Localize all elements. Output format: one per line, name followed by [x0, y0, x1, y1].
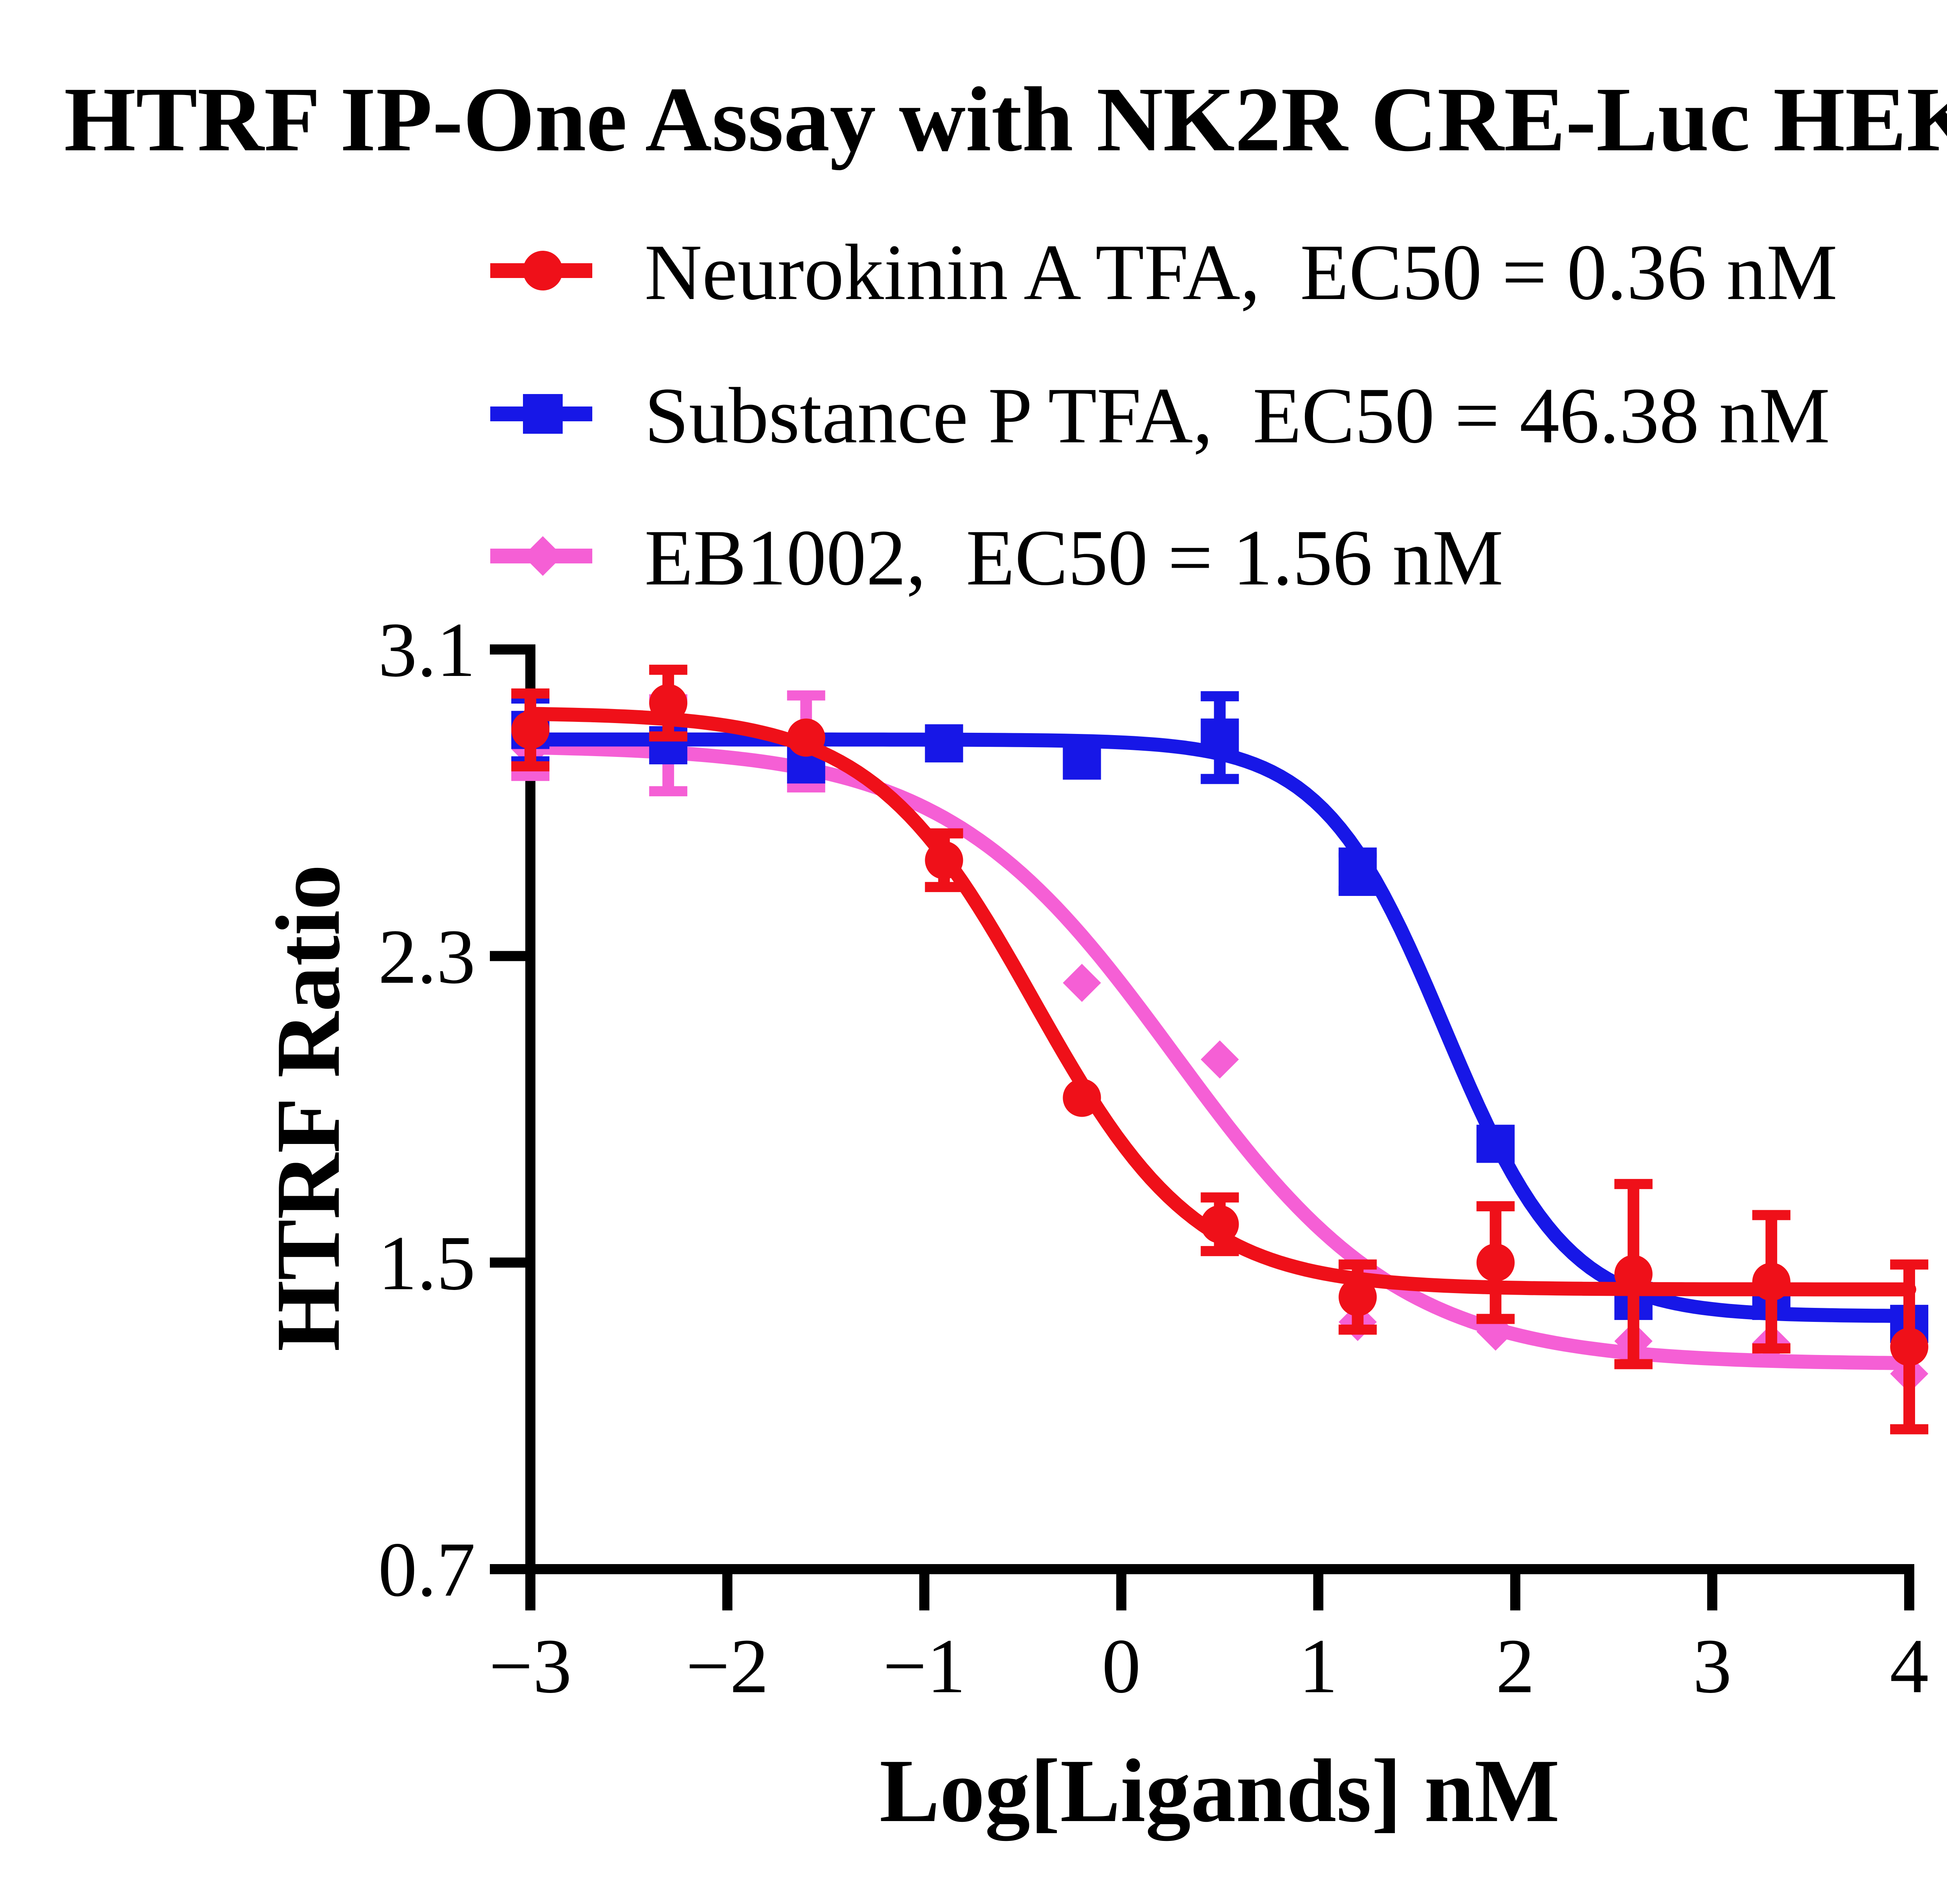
data-point-neurokinin-a-tfa — [1890, 1328, 1928, 1366]
data-point-substance-p-tfa — [1201, 718, 1239, 757]
legend-label-eb1002: EB1002, EC50 = 1.56 nM — [644, 514, 1503, 602]
data-point-eb1002 — [1063, 964, 1101, 1002]
data-point-neurokinin-a-tfa — [1614, 1255, 1653, 1293]
chart-title: HTRF IP-One Assay with NK2R CRE-Luc HEK2… — [64, 69, 1947, 171]
x-tick-label: −3 — [489, 1623, 572, 1710]
data-point-neurokinin-a-tfa — [649, 684, 688, 722]
x-tick-label: 2 — [1496, 1623, 1535, 1710]
data-point-neurokinin-a-tfa — [1201, 1205, 1239, 1244]
y-tick-label: 1.5 — [378, 1220, 475, 1307]
x-tick-label: −1 — [883, 1623, 966, 1710]
data-point-neurokinin-a-tfa — [1338, 1278, 1377, 1316]
legend-label-neurokinin-a-tfa: Neurokinin A TFA, EC50 = 0.36 nM — [644, 228, 1838, 317]
data-point-neurokinin-a-tfa — [1752, 1262, 1790, 1301]
fit-curve-eb1002 — [523, 740, 1916, 1370]
legend-marker-circle — [523, 251, 563, 290]
data-point-substance-p-tfa — [925, 724, 963, 763]
x-tick-label: −2 — [686, 1623, 769, 1710]
x-tick-label: 1 — [1299, 1623, 1338, 1710]
x-tick-label: 0 — [1102, 1623, 1141, 1710]
y-tick-label: 0.7 — [378, 1527, 475, 1613]
data-point-neurokinin-a-tfa — [511, 711, 549, 749]
x-tick-label: 4 — [1890, 1623, 1929, 1710]
legend-marker-diamond — [523, 536, 563, 576]
x-axis-title: Log[Ligands] nM — [879, 1740, 1560, 1841]
data-point-neurokinin-a-tfa — [925, 841, 963, 880]
x-tick-label: 3 — [1693, 1623, 1732, 1710]
legend-label-substance-p-tfa: Substance P TFA, EC50 = 46.38 nM — [644, 371, 1830, 460]
y-axis-title: HTRF Ratio — [257, 864, 359, 1351]
data-point-substance-p-tfa — [1476, 1124, 1515, 1163]
y-tick-label: 2.3 — [378, 913, 475, 1000]
data-point-substance-p-tfa — [1338, 852, 1377, 891]
legend-marker-square — [523, 394, 563, 434]
y-tick-label: 3.1 — [378, 607, 475, 693]
data-point-neurokinin-a-tfa — [1063, 1079, 1101, 1117]
data-point-neurokinin-a-tfa — [1476, 1243, 1515, 1282]
data-point-eb1002 — [1201, 1040, 1239, 1079]
data-point-substance-p-tfa — [1063, 741, 1101, 780]
data-point-neurokinin-a-tfa — [787, 718, 826, 757]
